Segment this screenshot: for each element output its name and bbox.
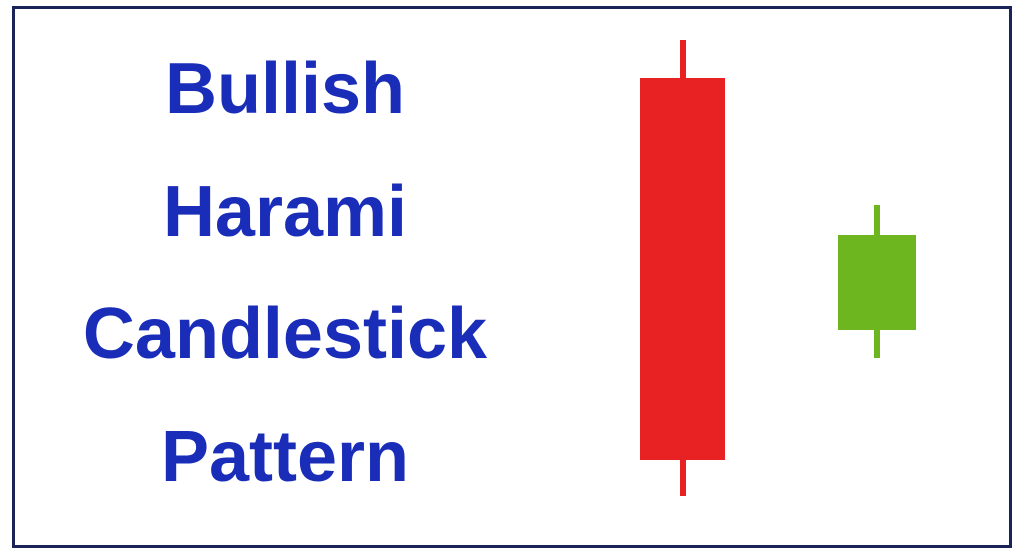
- pattern-title: Bullish Harami Candlestick Pattern: [55, 28, 515, 518]
- title-line-2: Harami: [163, 171, 407, 253]
- bearish-candle-upper-wick: [680, 40, 686, 78]
- bearish-candle-body: [640, 78, 725, 460]
- title-line-4: Pattern: [161, 416, 409, 498]
- bearish-candle-lower-wick: [680, 460, 686, 496]
- bullish-candle-upper-wick: [874, 205, 880, 235]
- bearish-candle: [640, 0, 725, 560]
- title-line-1: Bullish: [165, 48, 405, 130]
- bullish-candle-body: [838, 235, 916, 330]
- bullish-candle: [838, 0, 916, 560]
- title-line-3: Candlestick: [83, 293, 487, 375]
- bullish-candle-lower-wick: [874, 330, 880, 358]
